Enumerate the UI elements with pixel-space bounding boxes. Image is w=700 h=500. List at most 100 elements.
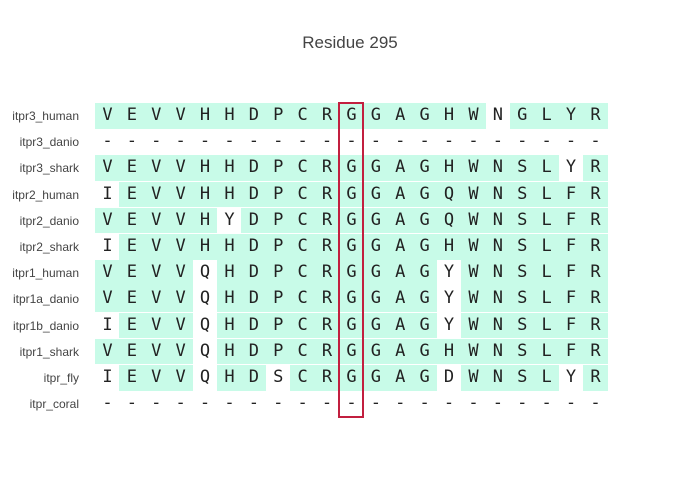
residue-cell: G (363, 155, 389, 182)
residue-cell: - (492, 131, 503, 152)
residue-cell: W (461, 234, 486, 260)
residue-cell: - (248, 131, 259, 152)
residue-cell: - (321, 131, 333, 152)
residue-cell: - (102, 393, 113, 414)
residue-cell: - (273, 131, 284, 152)
residue-cell: G (412, 234, 438, 260)
residue-cell: H (436, 338, 462, 365)
residue-cell: F (558, 312, 584, 339)
residue-cell: F (558, 286, 584, 313)
residue-cell: G (363, 365, 389, 391)
residue-cell: G (412, 155, 438, 182)
residue-cell: P (265, 155, 291, 182)
residue-cell: G (412, 286, 438, 313)
residue-cell: Q (436, 181, 462, 208)
residue-cell: H (436, 234, 462, 260)
residue-cell: E (119, 103, 145, 129)
residue-cell: H (192, 181, 218, 208)
residue-cell: R (583, 103, 608, 129)
residue-cell: S (509, 312, 535, 339)
residue-cell: V (143, 103, 169, 129)
residue-cell: - (395, 393, 406, 414)
residue-cell: L (534, 103, 560, 129)
residue-cell: P (265, 286, 291, 313)
residue-cell: R (314, 312, 340, 339)
residue-cell: V (168, 312, 194, 339)
residue-cell: V (95, 260, 120, 286)
residue-cell: V (168, 234, 194, 260)
residue-cell: G (412, 103, 438, 129)
residue-cell: A (387, 207, 413, 234)
residue-cell: D (241, 103, 267, 129)
residue-cell: S (273, 367, 284, 387)
residue-cell: V (95, 155, 120, 182)
residue-cell: G (363, 234, 389, 260)
residue-cell: S (509, 155, 535, 182)
residue-cell: H (192, 155, 218, 182)
residue-cell: W (461, 207, 486, 234)
residue-cell: F (558, 338, 584, 365)
residue-cell: E (119, 312, 145, 339)
residue-cell: - (541, 131, 552, 152)
residue-cell: D (241, 365, 267, 391)
row-label: itpr1a_danio (12, 292, 79, 307)
residue-cell: N (485, 155, 511, 182)
residue-cell: V (168, 207, 194, 234)
residue-cell: G (363, 312, 389, 339)
residue-cell: L (534, 155, 560, 182)
residue-cell: G (339, 260, 364, 286)
residue-cell: A (387, 181, 413, 208)
residue-cell: V (168, 155, 194, 182)
residue-cell: G (412, 312, 438, 339)
residue-cell: S (509, 338, 535, 365)
residue-cell: I (102, 314, 113, 335)
residue-cell: R (314, 234, 340, 260)
residue-cell: V (143, 365, 169, 391)
residue-cell: A (387, 103, 413, 129)
residue-cell: V (95, 338, 120, 365)
residue-cell: - (370, 393, 381, 414)
residue-cell: G (363, 260, 389, 286)
residue-cell: D (241, 155, 267, 182)
residue-cell: G (339, 155, 364, 182)
residue-cell: D (241, 234, 267, 260)
residue-cell: C (290, 365, 316, 391)
residue-cell: L (534, 365, 560, 391)
residue-cell: - (273, 393, 284, 414)
residue-cell: N (485, 234, 511, 260)
residue-cell: D (241, 338, 267, 365)
residue-cell: G (412, 338, 438, 365)
residue-cell: - (492, 393, 503, 414)
residue-cell: - (102, 131, 113, 152)
residue-cell: N (485, 338, 511, 365)
row-label: itpr1_shark (19, 344, 79, 359)
residue-cell: V (143, 207, 169, 234)
residue-cell: D (443, 367, 455, 387)
residue-cell: E (119, 155, 145, 182)
residue-cell: G (339, 234, 364, 260)
row-label: itpr_fly (43, 371, 79, 385)
residue-cell: V (168, 260, 194, 286)
residue-cell: R (583, 338, 608, 365)
residue-cell: - (297, 131, 308, 152)
residue-cell: W (461, 338, 486, 365)
residue-cell: W (461, 286, 486, 313)
row-label: itpr1_human (12, 266, 79, 281)
residue-cell: - (541, 393, 552, 414)
residue-cell: R (583, 365, 608, 391)
figure-title: Residue 295 (302, 33, 398, 52)
residue-cell: D (241, 260, 267, 286)
residue-cell: C (290, 260, 316, 286)
residue-cell: - (443, 393, 455, 414)
residue-cell: N (485, 312, 511, 339)
residue-cell: C (290, 103, 316, 129)
residue-cell: - (590, 131, 601, 152)
residue-cell: - (419, 131, 430, 152)
residue-cell: D (241, 181, 267, 208)
residue-cell: G (339, 207, 364, 234)
residue-cell: V (95, 103, 120, 129)
residue-cell: E (119, 207, 145, 234)
residue-cell: G (339, 312, 364, 339)
residue-cell: H (217, 338, 242, 365)
residue-cell: C (290, 155, 316, 182)
